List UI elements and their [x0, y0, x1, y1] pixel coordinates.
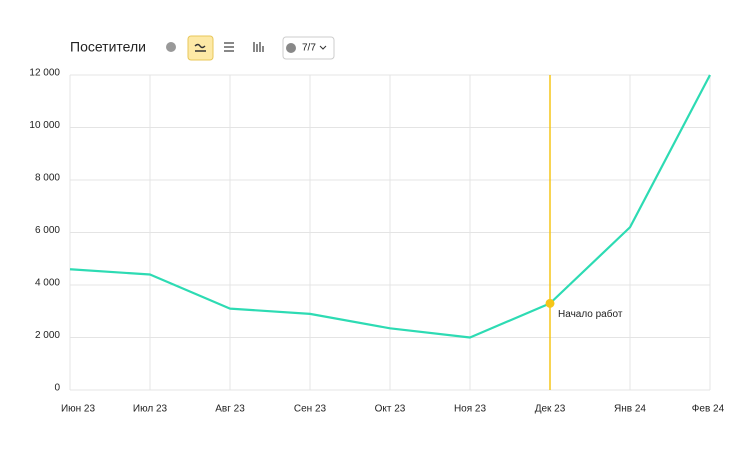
annotation-label: Начало работ	[558, 308, 623, 320]
line-view-button[interactable]	[187, 35, 214, 61]
icon	[319, 45, 327, 50]
x-tick-label: Ноя 23	[454, 404, 487, 415]
x-tick-label: Окт 23	[375, 404, 406, 415]
icon	[194, 43, 206, 52]
bar-view-button[interactable]	[253, 42, 264, 52]
button-bg	[282, 36, 335, 60]
icon	[253, 42, 264, 52]
x-tick-label: Июн 23	[61, 404, 96, 415]
chart-title: Посетители	[70, 39, 146, 55]
comments-count: 7/7	[302, 43, 316, 54]
area-view-button[interactable]	[224, 42, 234, 52]
y-tick-label: 4 000	[35, 278, 60, 289]
x-tick-label: Янв 24	[614, 404, 646, 415]
x-tick-label: Фев 24	[692, 404, 725, 415]
icon	[286, 43, 296, 53]
x-tick-label: Авг 23	[215, 404, 245, 415]
y-tick-label: 8 000	[35, 173, 60, 184]
x-tick-label: Дек 23	[535, 404, 566, 415]
icon	[224, 42, 234, 52]
y-tick-label: 12 000	[29, 68, 60, 79]
y-tick-label: 6 000	[35, 225, 60, 236]
pie-view-button[interactable]	[166, 42, 176, 52]
y-tick-label: 0	[54, 383, 60, 394]
y-tick-label: 10 000	[29, 120, 60, 131]
icon	[166, 42, 176, 52]
comments-button[interactable]: 7/7	[282, 36, 335, 60]
x-tick-label: Сен 23	[294, 404, 327, 415]
annotation-point	[545, 298, 555, 308]
y-tick-label: 2 000	[35, 330, 60, 341]
button-bg	[187, 35, 214, 61]
x-tick-label: Июл 23	[133, 404, 168, 415]
line-series	[69, 74, 711, 339]
